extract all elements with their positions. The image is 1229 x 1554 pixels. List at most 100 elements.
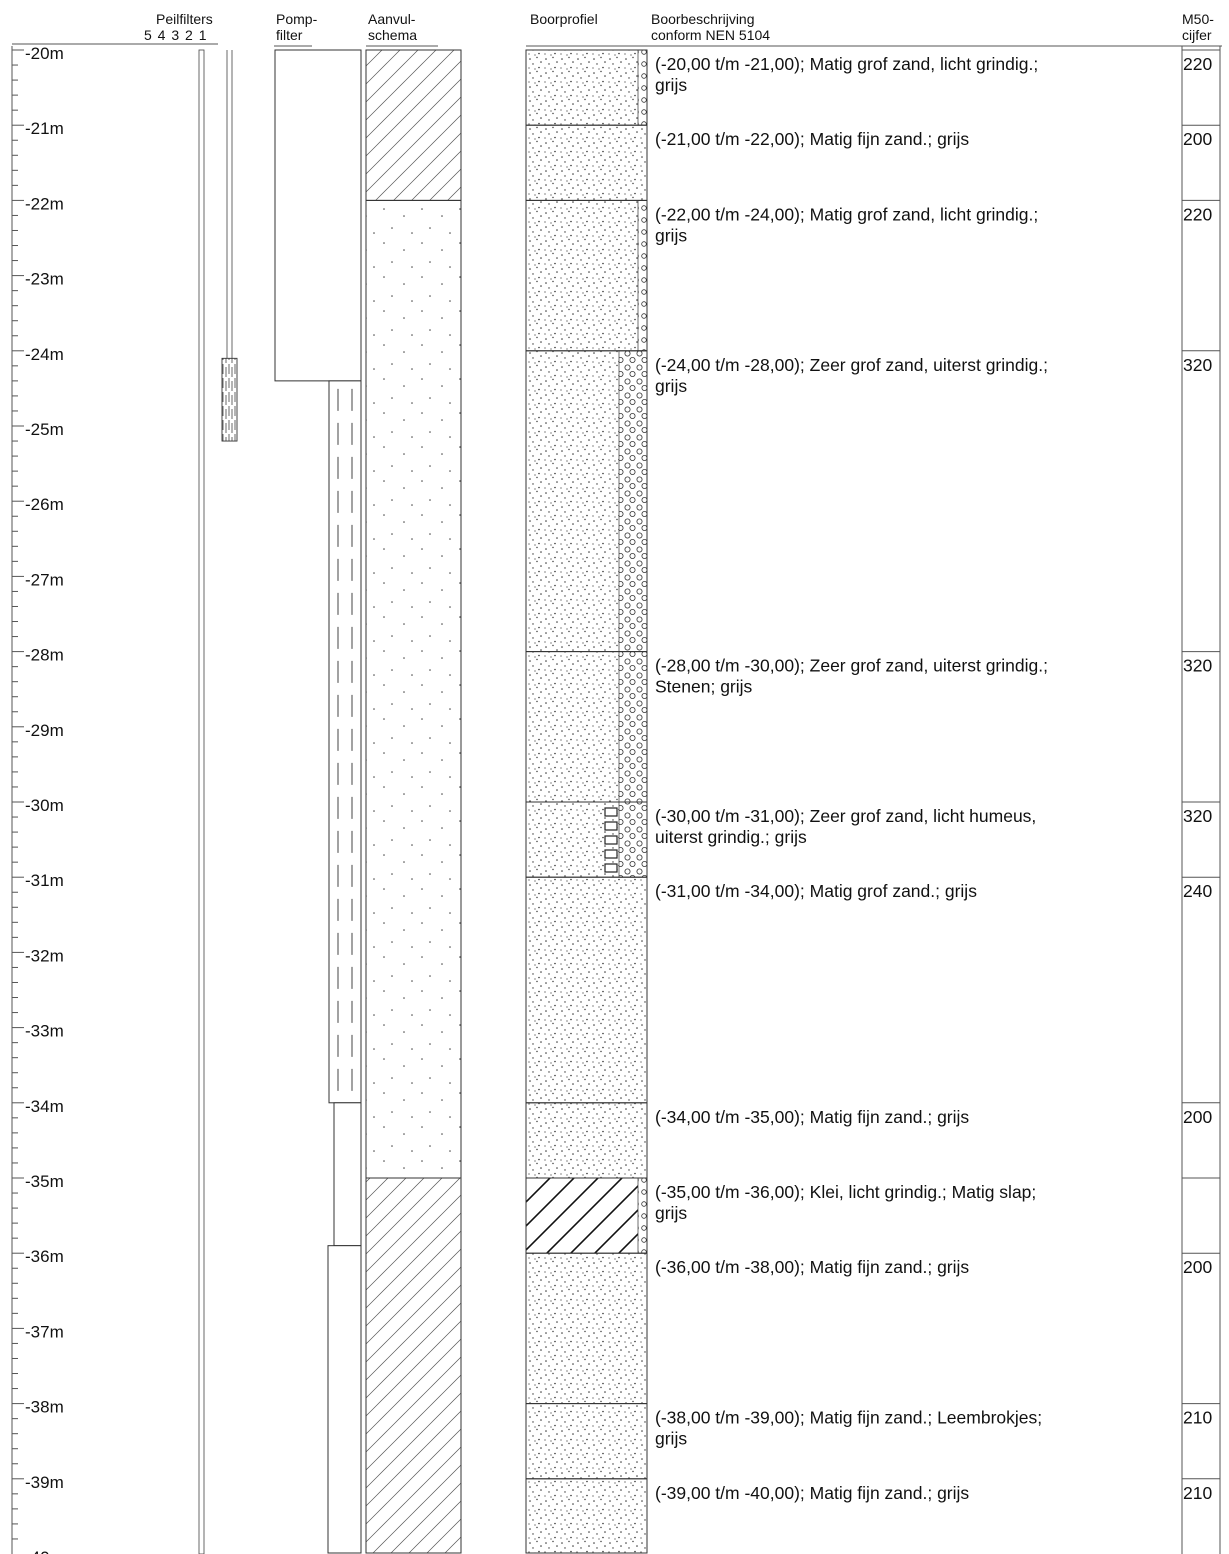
pump-screen	[328, 380, 362, 1104]
profile-humus-symbol	[604, 807, 618, 817]
pump-casing-upper	[274, 49, 362, 382]
header-boorbeschrijving-line2: conform NEN 5104	[651, 27, 770, 43]
depth-label: -26m	[25, 495, 64, 514]
depth-label: -36m	[25, 1247, 64, 1266]
layer-description-line: (-31,00 t/m -34,00); Matig grof zand.; g…	[655, 881, 977, 901]
layer-description-line: (-38,00 t/m -39,00); Matig fijn zand.; L…	[655, 1408, 1042, 1428]
backfill-sand-section	[365, 199, 462, 1179]
layer-description-line: uiterst grindig.; grijs	[655, 827, 807, 847]
layer-description-line: (-34,00 t/m -35,00); Matig fijn zand.; g…	[655, 1107, 969, 1127]
profile-layer	[525, 1177, 648, 1254]
layer-description-line: grijs	[655, 225, 687, 245]
pump-casing-lower	[327, 1245, 362, 1554]
profile-layer	[525, 801, 648, 878]
layer-description-line: (-22,00 t/m -24,00); Matig grof zand, li…	[655, 204, 1038, 224]
depth-label: -23m	[25, 270, 64, 289]
layer-description-line: (-30,00 t/m -31,00); Zeer grof zand, lic…	[655, 806, 1036, 826]
layer-description-line: Stenen; grijs	[655, 677, 753, 697]
header-peilfilter-numbers: 5 4 3 2 1	[144, 27, 207, 43]
profile-clay-fill	[526, 1178, 638, 1254]
layer-description-line: grijs	[655, 376, 687, 396]
m50-value: 220	[1183, 54, 1212, 74]
m50-value: 200	[1183, 1257, 1212, 1277]
depth-label: -27m	[25, 570, 64, 589]
depth-label: -38m	[25, 1398, 64, 1417]
profile-sand-fill	[526, 877, 647, 1103]
depth-label: -24m	[25, 345, 64, 364]
profile-humus-symbol	[604, 835, 618, 845]
m50-value: 200	[1183, 129, 1212, 149]
peilfilter-column	[198, 49, 238, 1554]
profile-sand-fill	[526, 1403, 647, 1479]
header-boorprofiel: Boorprofiel	[530, 11, 598, 27]
header-m50-line2: cijfer	[1182, 27, 1212, 43]
profile-sand-fill	[526, 350, 619, 652]
profile-humus-symbol	[604, 849, 618, 859]
layer-description-line: (-20,00 t/m -21,00); Matig grof zand, li…	[655, 54, 1038, 74]
depth-label: -22m	[25, 194, 64, 213]
layer-description-line: grijs	[655, 1429, 687, 1449]
profile-layer	[525, 124, 648, 201]
profile-layer-border	[525, 1478, 648, 1554]
header-pomp-line2: filter	[276, 27, 303, 43]
depth-label: -30m	[25, 796, 64, 815]
profile-sand-fill	[526, 50, 638, 126]
layer-description-line: (-28,00 t/m -30,00); Zeer grof zand, uit…	[655, 656, 1048, 676]
m50-column: 220 200 220 320 320 320 240 200 200 210 210	[1181, 46, 1221, 1554]
depth-scale: -20m -21m -22m -23m -24m -25m -26m -27m -28m -29m…	[11, 44, 64, 1554]
profile-sand-fill	[526, 1478, 647, 1553]
layer-description-line: (-21,00 t/m -22,00); Matig fijn zand.; g…	[655, 129, 969, 149]
depth-label: -32m	[25, 946, 64, 965]
backfill-hatch-section	[365, 49, 462, 201]
column-headers: Peilfilters 5 4 3 2 1 Pomp- filter Aanvu…	[12, 11, 1222, 47]
depth-label: -37m	[25, 1322, 64, 1341]
header-pomp-line1: Pomp-	[276, 11, 318, 27]
depth-label: -34m	[25, 1097, 64, 1116]
depth-label: -21m	[25, 119, 64, 138]
profile-gravel-fill	[618, 350, 648, 652]
depth-label: -29m	[25, 721, 64, 740]
depth-label: -31m	[25, 871, 64, 890]
depth-label: -40m	[25, 1548, 64, 1554]
depth-label: -35m	[25, 1172, 64, 1191]
m50-value: 210	[1183, 1483, 1212, 1503]
layer-description-line: (-39,00 t/m -40,00); Matig fijn zand.; g…	[655, 1483, 969, 1503]
layer-description-line: grijs	[655, 75, 687, 95]
pump-sump	[333, 1102, 362, 1247]
profile-sand-fill	[526, 125, 647, 201]
m50-value: 210	[1183, 1408, 1212, 1428]
description-column: (-20,00 t/m -21,00); Matig grof zand, li…	[655, 54, 1048, 1503]
profile-sand-fill	[526, 200, 638, 351]
profile-humus-symbol	[604, 863, 618, 873]
depth-label: -33m	[25, 1022, 64, 1041]
header-boorbeschrijving-line1: Boorbeschrijving	[651, 11, 755, 27]
depth-label: -20m	[25, 44, 64, 63]
profile-sand-fill	[526, 802, 619, 878]
backfill-column	[365, 49, 462, 1554]
layer-description-line: (-36,00 t/m -38,00); Matig fijn zand.; g…	[655, 1257, 969, 1277]
profile-gravel-fill	[637, 200, 648, 352]
pump-filter-column	[274, 49, 362, 1554]
header-m50-line1: M50-	[1182, 11, 1214, 27]
profile-gravel-fill	[618, 651, 648, 803]
profile-layer	[525, 1252, 648, 1405]
peilfilter-tube-outer	[198, 49, 205, 1554]
layer-description-line: (-24,00 t/m -28,00); Zeer grof zand, uit…	[655, 355, 1048, 375]
header-peilfilters: Peilfilters	[156, 11, 213, 27]
layer-description-line: grijs	[655, 1203, 687, 1223]
profile-gravel-fill	[637, 49, 648, 126]
profile-sand-fill	[526, 1102, 647, 1178]
m50-value: 320	[1183, 355, 1212, 375]
depth-label: -28m	[25, 646, 64, 665]
profile-layer	[525, 1478, 648, 1554]
profile-gravel-fill	[618, 801, 648, 878]
header-aanvul-line1: Aanvul-	[368, 11, 416, 27]
m50-value: 320	[1183, 656, 1212, 676]
profile-layer	[525, 1403, 648, 1480]
profile-gravel-fill	[637, 1177, 648, 1254]
profile-layer	[525, 350, 648, 653]
peilfilter-1-screen	[221, 357, 238, 442]
header-aanvul-line2: schema	[368, 27, 417, 43]
profile-layer	[525, 876, 648, 1104]
